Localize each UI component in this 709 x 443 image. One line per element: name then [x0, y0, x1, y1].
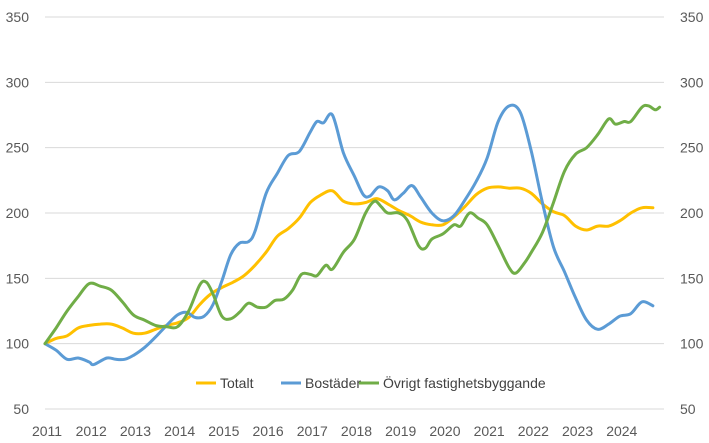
y-tick-right: 350	[680, 9, 704, 25]
series-lines	[43, 103, 662, 367]
y-tick-left: 50	[13, 401, 29, 417]
x-tick: 2012	[76, 423, 107, 439]
gridlines	[45, 16, 664, 410]
legend-label-0: Totalt	[220, 375, 254, 391]
x-tick: 2018	[341, 423, 372, 439]
y-axis-left-ticks: 50 100 150 200 250 300 350	[6, 9, 30, 417]
y-tick-left: 250	[6, 140, 30, 156]
y-tick-right: 150	[680, 270, 704, 286]
x-tick: 2013	[120, 423, 151, 439]
y-axis-right-ticks: 50 100 150 200 250 300 350	[680, 9, 704, 417]
x-tick: 2017	[297, 423, 328, 439]
y-tick-right: 250	[680, 140, 704, 156]
x-tick: 2024	[606, 423, 637, 439]
y-tick-right: 100	[680, 336, 704, 352]
y-tick-right: 300	[680, 74, 704, 90]
x-tick: 2015	[208, 423, 239, 439]
x-tick: 2020	[429, 423, 460, 439]
y-tick-right: 200	[680, 205, 704, 221]
x-tick: 2023	[562, 423, 593, 439]
x-tick: 2019	[385, 423, 416, 439]
legend-label-2: Övrigt fastighetsbyggande	[383, 374, 546, 391]
series-line-0	[43, 185, 655, 346]
x-axis-ticks: 2011 2012 2013 2014 2015 2016 2017 2018 2019 2020…	[32, 423, 638, 439]
y-tick-left: 100	[6, 336, 30, 352]
y-tick-left: 350	[6, 9, 30, 25]
y-tick-left: 300	[6, 74, 30, 90]
x-tick: 2022	[518, 423, 549, 439]
x-tick: 2014	[164, 423, 195, 439]
x-tick: 2021	[474, 423, 505, 439]
x-tick: 2011	[32, 423, 62, 439]
x-tick: 2016	[252, 423, 283, 439]
series-line-1	[43, 103, 655, 367]
legend: Totalt Bostäder Övrigt fastighetsbyggande	[196, 374, 546, 391]
y-tick-right: 50	[680, 401, 696, 417]
y-tick-left: 200	[6, 205, 30, 221]
series-line-2	[43, 103, 662, 346]
y-tick-left: 150	[6, 270, 30, 286]
legend-label-1: Bostäder	[305, 375, 361, 391]
